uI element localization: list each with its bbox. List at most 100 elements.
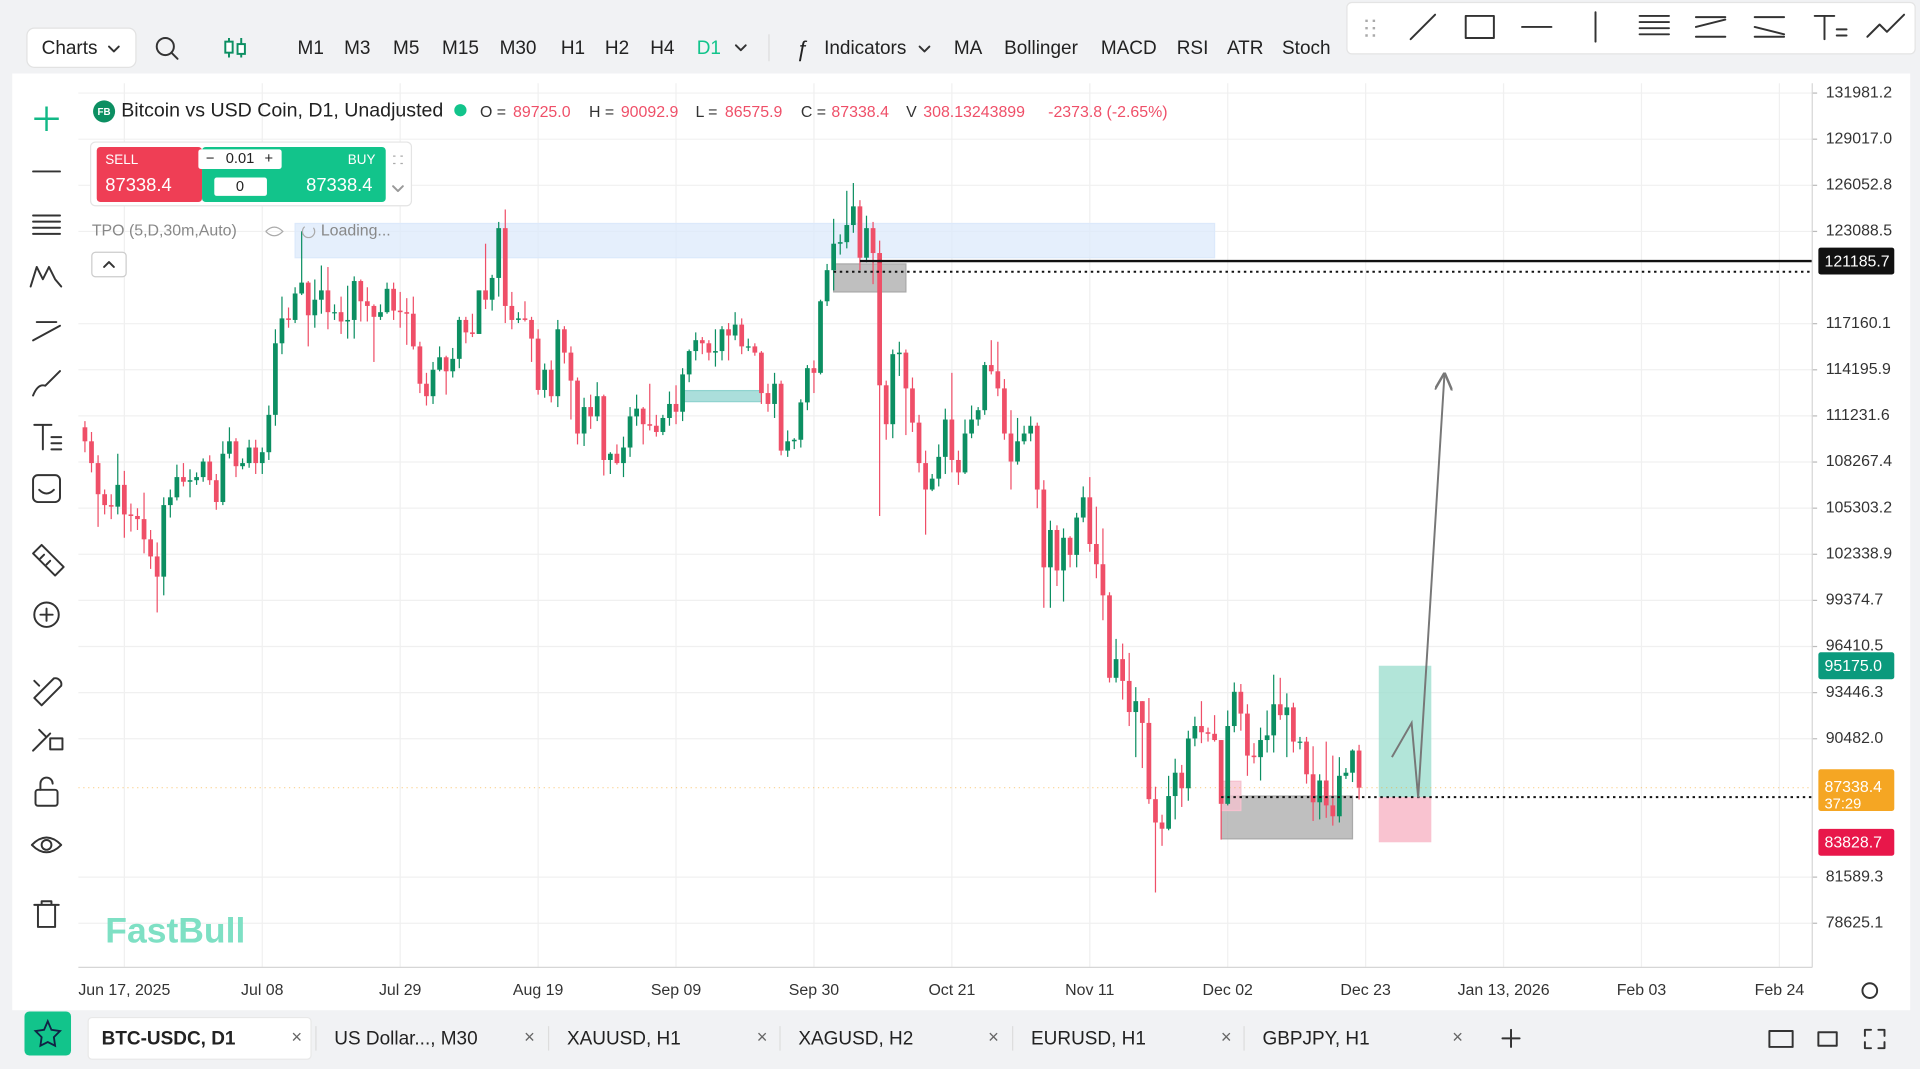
- timeframe-button[interactable]: H1: [561, 38, 585, 59]
- indicator-button[interactable]: MACD: [1101, 38, 1157, 59]
- close-value: 87338.4: [831, 104, 889, 121]
- y-tick-label: 81589.3: [1826, 868, 1884, 885]
- y-tick-label: 123088.5: [1826, 223, 1892, 240]
- candle-body: [903, 352, 909, 389]
- tab-label[interactable]: XAUUSD, H1: [567, 1029, 681, 1050]
- layout-icon[interactable]: [1768, 1030, 1794, 1048]
- visibility-tool[interactable]: [30, 836, 63, 854]
- candle-body: [791, 439, 797, 442]
- tab-close[interactable]: ×: [988, 1026, 999, 1047]
- price-label: [1818, 769, 1895, 811]
- timeframe-button[interactable]: M15: [442, 38, 479, 59]
- fib-tool[interactable]: [1694, 16, 1727, 38]
- tab-close[interactable]: ×: [1452, 1026, 1463, 1047]
- candle-body: [988, 365, 994, 372]
- candle-body: [640, 408, 646, 425]
- tab-label[interactable]: GBPJPY, H1: [1262, 1029, 1369, 1050]
- indicator-button[interactable]: ATR: [1227, 38, 1264, 59]
- settings-icon[interactable]: [1861, 982, 1879, 999]
- candle-body: [1264, 735, 1270, 741]
- timeframe-button[interactable]: M5: [393, 38, 419, 59]
- tab-close[interactable]: ×: [524, 1026, 535, 1047]
- text-tool[interactable]: [1813, 14, 1848, 41]
- y-tick-label: 105303.2: [1826, 499, 1892, 516]
- pattern-tool[interactable]: [1866, 13, 1906, 38]
- candle-body: [555, 329, 561, 397]
- quantity-input[interactable]: [214, 177, 267, 196]
- watchlist-button[interactable]: [24, 1011, 72, 1056]
- brush-tool[interactable]: [32, 370, 61, 397]
- timeframe-button[interactable]: H4: [650, 38, 674, 59]
- rectangle-tool[interactable]: [1464, 14, 1495, 39]
- indicators-button[interactable]: Indicators: [824, 38, 906, 59]
- candle-body: [1304, 741, 1309, 775]
- zoom-tool[interactable]: [33, 601, 60, 628]
- delete-tool[interactable]: [33, 900, 60, 928]
- fib-fan-tool[interactable]: [1753, 16, 1786, 38]
- timeframe-button[interactable]: M30: [500, 38, 537, 59]
- panel-collapse[interactable]: [392, 185, 404, 193]
- active-tab[interactable]: [87, 1016, 312, 1060]
- fullscreen-icon[interactable]: [1863, 1028, 1886, 1050]
- lock-tool[interactable]: [34, 788, 59, 807]
- candle-body: [351, 281, 357, 320]
- tab-label[interactable]: XAGUSD, H2: [798, 1029, 913, 1050]
- fx-icon: ƒ: [796, 36, 808, 61]
- candle-body: [174, 477, 180, 498]
- quantity-value: 0: [236, 179, 244, 195]
- timeframe-button[interactable]: D1: [697, 38, 721, 59]
- candle-body: [778, 383, 784, 451]
- candle-body: [338, 312, 344, 322]
- indicator-button[interactable]: RSI: [1177, 38, 1209, 59]
- candle-body: [187, 480, 193, 482]
- timeframe-button[interactable]: M1: [298, 38, 324, 59]
- charts-button[interactable]: [26, 27, 137, 68]
- tab-close[interactable]: ×: [291, 1026, 302, 1047]
- tab-label[interactable]: US Dollar..., M30: [334, 1029, 477, 1050]
- trend-line-tool[interactable]: [1409, 13, 1437, 41]
- window-icon[interactable]: [1817, 1031, 1838, 1047]
- drag-handle[interactable]: [1365, 19, 1376, 37]
- tab-label[interactable]: EURUSD, H1: [1031, 1029, 1146, 1050]
- indicator-visibility[interactable]: [265, 226, 284, 237]
- timeframe-dropdown[interactable]: [734, 44, 747, 52]
- pattern-tool[interactable]: [29, 265, 63, 288]
- x-tick-label: Dec 23: [1340, 982, 1391, 999]
- collapse-legend[interactable]: [91, 251, 127, 278]
- channel-tool[interactable]: [1638, 14, 1670, 36]
- candle-body: [864, 228, 869, 258]
- tab-close[interactable]: ×: [1221, 1026, 1232, 1047]
- indicator-button[interactable]: Stoch: [1282, 38, 1331, 59]
- candle-body: [82, 427, 88, 442]
- channel-tool[interactable]: [32, 214, 61, 235]
- candle-body: [305, 282, 311, 316]
- sell-button[interactable]: [96, 146, 203, 203]
- indicator-button[interactable]: Bollinger: [1004, 38, 1078, 59]
- projection-tool[interactable]: [32, 321, 61, 342]
- candle-body: [200, 461, 206, 478]
- candle-body: [1159, 822, 1165, 829]
- indicator-button[interactable]: MA: [954, 38, 983, 59]
- crosshair-tool[interactable]: [34, 106, 59, 132]
- magnet-tool[interactable]: [33, 677, 63, 707]
- lot-input[interactable]: [198, 149, 282, 169]
- emoji-tool[interactable]: [32, 474, 61, 504]
- tab-close[interactable]: ×: [757, 1026, 768, 1047]
- add-tab[interactable]: [1501, 1028, 1521, 1048]
- lot-plus[interactable]: +: [264, 151, 273, 167]
- lot-minus[interactable]: −: [206, 151, 215, 167]
- timeframe-button[interactable]: M3: [344, 38, 370, 59]
- candle-body: [509, 305, 515, 320]
- y-tick-label: 111231.6: [1826, 407, 1890, 424]
- panel-drag[interactable]: [393, 155, 403, 165]
- candle-body: [1139, 701, 1145, 723]
- search-icon[interactable]: [155, 36, 175, 57]
- candle-body: [1323, 780, 1329, 806]
- candle-body: [332, 312, 337, 314]
- timeframe-button[interactable]: H2: [605, 38, 629, 59]
- ruler-tool[interactable]: [32, 543, 65, 577]
- tab-label[interactable]: BTC-USDC, D1: [102, 1029, 236, 1050]
- lock-drawings-tool[interactable]: [32, 728, 64, 752]
- candle-body: [476, 290, 482, 334]
- text-tool[interactable]: [33, 423, 63, 451]
